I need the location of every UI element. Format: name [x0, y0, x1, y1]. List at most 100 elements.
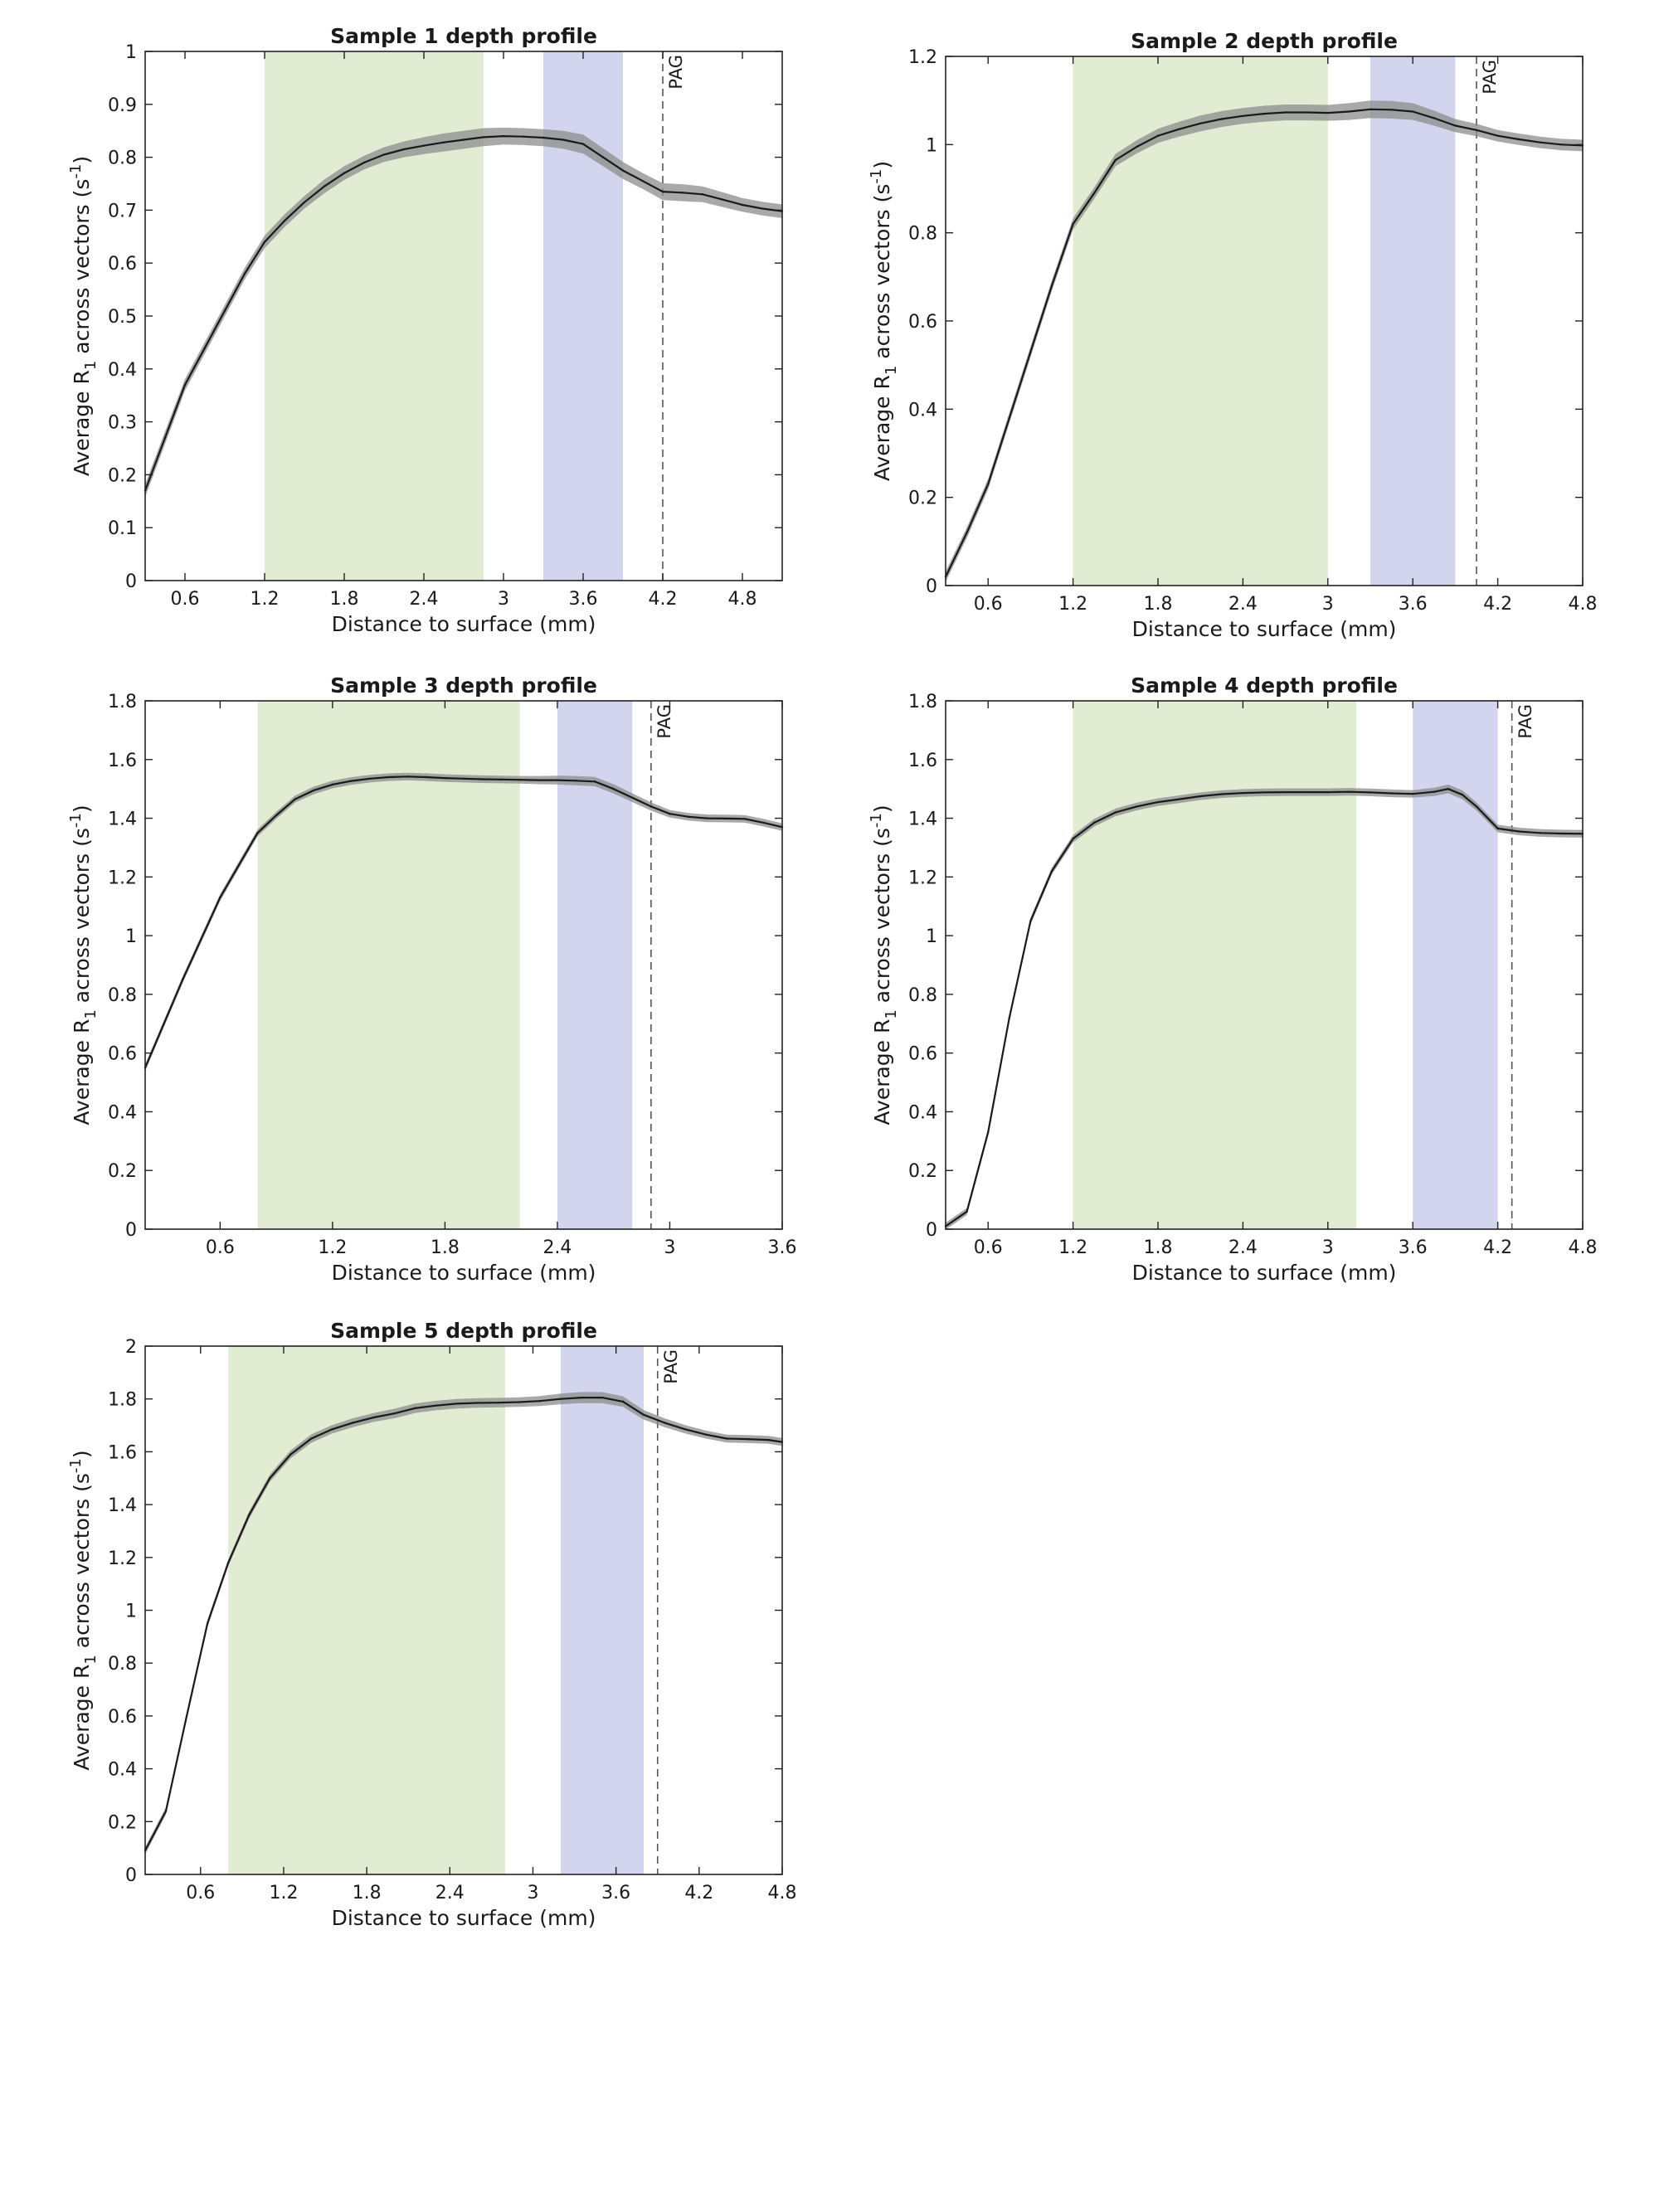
data-point: [1199, 795, 1202, 798]
y-tick-label: 0.1: [108, 518, 137, 539]
data-point: [669, 813, 671, 815]
data-point: [1447, 787, 1450, 790]
data-point: [641, 180, 645, 182]
data-point: [1114, 811, 1117, 814]
data-point: [1348, 790, 1350, 793]
chart-title: Sample 4 depth profile: [1131, 673, 1398, 698]
data-point: [1284, 790, 1287, 794]
data-point: [741, 203, 744, 207]
green-band-region: [265, 51, 484, 581]
y-label-middle: across vectors (s: [870, 184, 894, 366]
x-tick-label: 3.6: [601, 1883, 630, 1903]
data-point: [701, 193, 704, 196]
data-point: [1518, 830, 1520, 833]
data-point: [542, 136, 545, 139]
data-point: [164, 1810, 168, 1812]
data-point: [706, 817, 708, 819]
data-point: [1475, 805, 1478, 808]
y-tick-label: 0: [926, 1220, 937, 1241]
chart-title: Sample 5 depth profile: [330, 1319, 597, 1343]
data-point: [966, 1210, 968, 1213]
y-label-subscript: 1: [883, 366, 900, 375]
data-point: [393, 1412, 396, 1415]
data-point: [1156, 134, 1160, 137]
data-point: [406, 775, 409, 778]
y-label-main: Average R: [70, 1019, 94, 1125]
data-point: [1539, 832, 1542, 834]
x-tick-label: 3: [664, 1237, 675, 1258]
data-point: [1489, 819, 1492, 823]
data-point: [649, 805, 653, 808]
x-tick-label: 1.8: [1144, 594, 1173, 615]
data-point: [601, 1396, 604, 1399]
data-point: [761, 207, 764, 210]
x-tick-label: 4.8: [728, 589, 757, 610]
y-tick-label: 0.4: [908, 1102, 937, 1123]
data-point: [435, 1404, 437, 1407]
data-point: [331, 783, 334, 786]
y-tick-label: 1: [926, 135, 937, 156]
data-point: [681, 192, 684, 194]
x-tick-label: 1.2: [251, 589, 280, 610]
y-tick-label: 1.6: [108, 1442, 137, 1463]
data-point: [1029, 351, 1032, 353]
data-point: [767, 1438, 770, 1441]
y-tick-label: 0.8: [908, 224, 937, 245]
chart-panel-1: PAG 0.6 1.2 1.8 2.4 3 3.6 4.2 4.8 0 0.1 0.2 0.3 0.4 0.…: [67, 24, 784, 636]
data-point: [352, 1422, 354, 1424]
y-tick-label: 0.8: [108, 1654, 137, 1675]
data-point: [1560, 832, 1563, 835]
y-label-superscript: -1: [67, 1458, 85, 1473]
data-point: [1433, 790, 1436, 793]
x-tick-label: 1.2: [1058, 1237, 1087, 1258]
data-point: [502, 134, 505, 138]
data-point: [631, 796, 634, 799]
axes-frame: [945, 700, 1584, 1230]
x-tick-label: 3.6: [1399, 594, 1428, 615]
data-point: [323, 185, 326, 187]
data-point: [987, 1131, 990, 1134]
y-tick-label: 0.8: [908, 985, 937, 1006]
data-point: [1326, 790, 1330, 794]
data-point: [1220, 793, 1224, 795]
y-tick-label: 0: [926, 576, 937, 597]
y-tick-label: 0.2: [108, 1161, 137, 1182]
x-tick-label: 4.2: [684, 1883, 713, 1903]
data-point: [575, 780, 577, 782]
data-point: [621, 1400, 625, 1403]
data-point: [593, 780, 596, 783]
x-axis-label: Distance to surface (mm): [332, 612, 596, 636]
data-point: [1072, 838, 1074, 840]
x-axis-label: Distance to surface (mm): [332, 1261, 596, 1285]
data-point: [181, 978, 184, 981]
data-point: [1242, 114, 1244, 117]
data-point: [1262, 791, 1266, 794]
error-ribbon: [946, 784, 1583, 1230]
data-point: [1369, 108, 1372, 110]
data-point: [343, 172, 346, 174]
x-tick-label: 0.6: [186, 1883, 215, 1903]
x-tick-label: 0.6: [974, 594, 1003, 615]
data-point: [310, 1437, 313, 1440]
data-point: [1136, 145, 1138, 148]
y-tick-label: 0.2: [908, 489, 937, 509]
x-tick-label: 2.4: [435, 1883, 465, 1903]
y-tick-label: 0.2: [108, 465, 137, 486]
data-point: [362, 161, 366, 164]
data-point: [642, 1413, 645, 1417]
x-axis-label: Distance to surface (mm): [1132, 617, 1397, 641]
green-band-region: [228, 1346, 506, 1874]
x-tick-label: 1.8: [353, 1883, 382, 1903]
data-point: [661, 190, 664, 193]
data-point: [497, 1401, 499, 1404]
data-point: [481, 778, 484, 780]
data-point: [612, 787, 615, 790]
data-point: [462, 139, 465, 141]
x-tick-label: 4.8: [1569, 1237, 1598, 1258]
data-point: [581, 143, 585, 145]
y-label-superscript: -1: [868, 813, 885, 828]
green-band-region: [257, 701, 520, 1229]
y-tick-label: 0.5: [108, 307, 137, 328]
y-label-superscript: -1: [67, 164, 85, 179]
y-label-subscript: 1: [82, 361, 100, 370]
